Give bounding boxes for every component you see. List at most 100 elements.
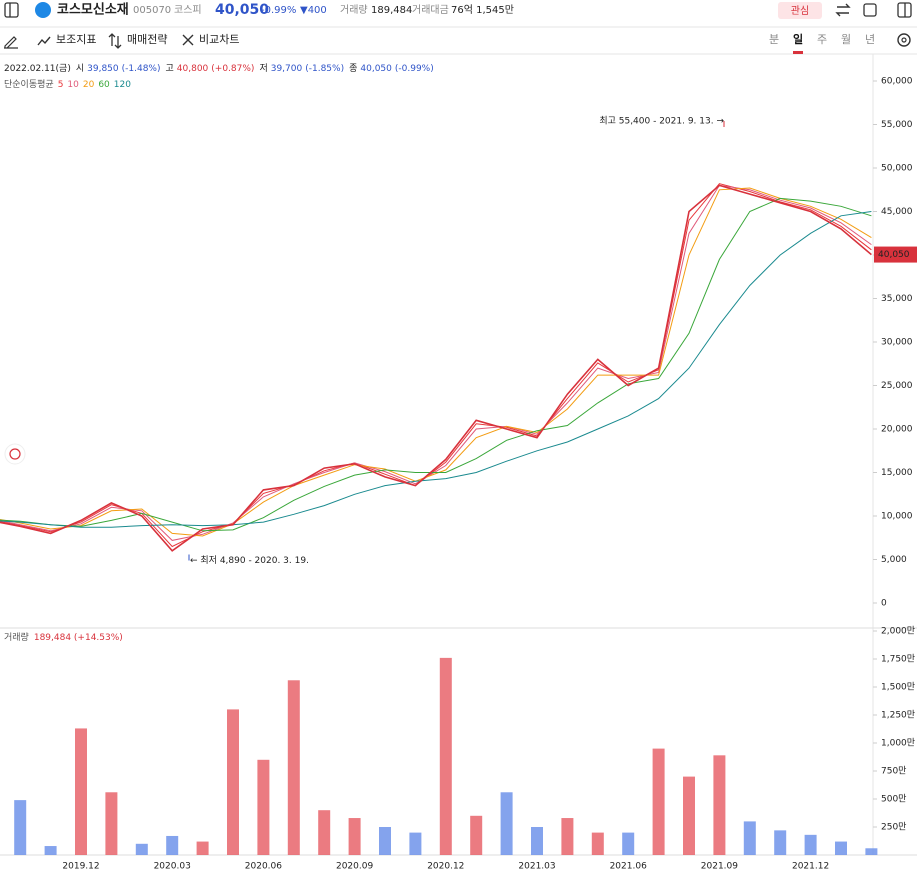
x-tick-label: 2020.06 (245, 862, 282, 870)
toolbar-item[interactable]: 보조지표 (56, 33, 96, 46)
info-item: 단순이동평균 (4, 79, 54, 90)
info-item: 39,850 (87, 64, 119, 74)
y-tick-label: 25,000 (881, 381, 913, 391)
y-tick-label: 15,000 (881, 468, 913, 478)
stock-name: 코스모신소재 (57, 3, 129, 18)
ma-line (0, 183, 872, 548)
info-item: 20 (83, 80, 95, 90)
period-tab[interactable]: 년 (865, 33, 875, 46)
volume-bar (622, 832, 635, 855)
info-item: 거래량 (4, 631, 29, 643)
period-underline (793, 51, 803, 54)
settings-icon[interactable] (897, 33, 911, 47)
period-tab[interactable]: 분 (769, 33, 779, 46)
volume-bar (409, 832, 422, 855)
volume-bar (683, 776, 695, 855)
low-label: ← 최저 4,890 - 2020. 3. 19. (190, 555, 309, 566)
x-tick-label: 2021.09 (701, 862, 738, 870)
price: 40,050 (215, 2, 269, 18)
info-item: (+0.87%) (211, 64, 254, 74)
y-tick-label: 750만 (881, 766, 906, 777)
y-tick-label: 20,000 (881, 425, 913, 435)
info-item: (-0.99%) (395, 64, 434, 74)
volume-bar (835, 841, 847, 855)
watch-label: 관심 (791, 5, 809, 17)
volume-bar (561, 818, 574, 855)
info-item: 40,800 (177, 64, 209, 74)
period-tab[interactable]: 주 (817, 33, 827, 46)
y-tick-label: 10,000 (881, 512, 913, 522)
x-tick-label: 2021.03 (518, 862, 555, 870)
volume-bar (743, 821, 756, 855)
y-tick-label: 1,750만 (881, 654, 915, 665)
y-tick-label: 45,000 (881, 207, 913, 217)
info-item: 저 (259, 63, 267, 74)
volume-bar (105, 792, 118, 855)
y-tick-label: 30,000 (881, 338, 913, 348)
info-item: (-1.48%) (122, 64, 161, 74)
market: 코스피 (174, 4, 202, 16)
settings-icon-center (901, 37, 907, 43)
scroll-button[interactable] (4, 443, 26, 465)
info-item: 10 (67, 80, 79, 90)
volume-bar (75, 728, 87, 855)
volume-bar (652, 748, 665, 855)
info-item: 60 (98, 80, 110, 90)
strategy-icon[interactable] (108, 33, 122, 49)
change-rate: -0.99% (261, 5, 296, 16)
volume-bar (439, 657, 452, 855)
swap-icon[interactable] (835, 3, 851, 17)
y-tick-label: 60,000 (881, 77, 913, 87)
scroll-icon (9, 448, 21, 460)
info-item: 종 (349, 63, 357, 74)
volume-bar (287, 680, 300, 855)
edit-icon[interactable] (863, 3, 877, 17)
x-tick-label: 2020.12 (427, 862, 464, 870)
volume-bar (865, 848, 878, 855)
watch-button[interactable] (778, 2, 822, 19)
indicator-icon[interactable] (37, 36, 51, 46)
y-tick-label: 500만 (881, 794, 906, 805)
volume-bar (531, 827, 543, 855)
y-tick-label: 50,000 (881, 164, 913, 174)
sidebar-toggle[interactable] (4, 2, 19, 18)
period-tab[interactable]: 일 (793, 32, 803, 46)
y-tick-label: 1,000만 (881, 738, 915, 749)
volume-bar (591, 832, 604, 855)
volume: 189,484 (371, 5, 412, 16)
volume-bar (44, 846, 57, 855)
info-item: 39,700 (271, 64, 303, 74)
last-price-tag (874, 246, 917, 263)
x-tick-label: 2019.12 (62, 862, 99, 870)
logo (35, 2, 51, 18)
volume-bar (196, 841, 209, 855)
volume-bar (470, 815, 483, 855)
draw-icon[interactable] (4, 36, 18, 49)
y-tick-label: 5,000 (881, 555, 907, 565)
volume-bar (166, 835, 179, 855)
y-tick-label: 55,000 (881, 120, 913, 130)
y-tick-label: 1,250만 (881, 710, 915, 721)
amount-label: 거래대금 (412, 4, 449, 16)
ohlc-info: 2022.02.11(금) 시 39,850 (-1.48%) 고 40,800 (+0.8… (4, 63, 434, 74)
y-tick-label: 1,500만 (881, 682, 915, 693)
x-tick-label: 2021.12 (792, 862, 829, 870)
compare-icon[interactable] (182, 34, 194, 46)
period-tab[interactable]: 월 (841, 33, 851, 46)
price-line (0, 184, 872, 552)
volume-bar (135, 843, 148, 855)
x-tick-label: 2020.03 (154, 862, 191, 870)
toolbar-item[interactable]: 비교차트 (199, 33, 239, 46)
info-item: 2022.02.11(금) (4, 63, 71, 74)
ma-legend: 단순이동평균 5 10 20 60 120 (4, 79, 131, 90)
info-item: 189,484 (+14.53%) (34, 633, 123, 643)
y-tick-label: 2,000만 (881, 626, 915, 637)
volume-bar (500, 792, 513, 855)
volume-bar (379, 827, 391, 855)
volume-bar (774, 830, 787, 855)
toolbar-item[interactable]: 매매전략 (127, 33, 167, 46)
x-tick-label: 2020.09 (336, 862, 373, 870)
volume-bar (14, 800, 27, 855)
